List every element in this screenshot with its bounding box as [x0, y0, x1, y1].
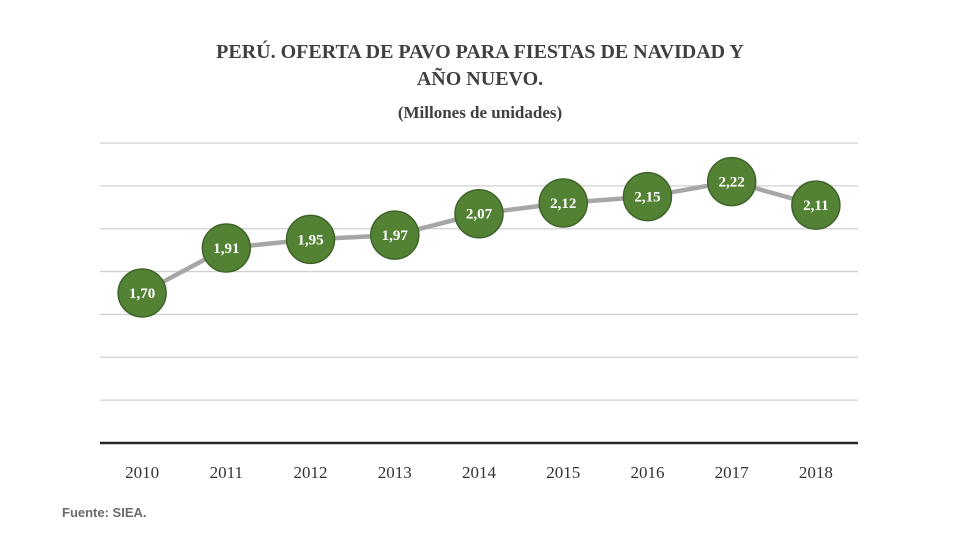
x-tick-label: 2016 [630, 463, 664, 482]
x-tick-label: 2014 [462, 463, 497, 482]
x-tick-label: 2017 [715, 463, 750, 482]
chart-subtitle: (Millones de unidades) [398, 103, 562, 122]
data-point-marker [454, 188, 504, 239]
data-point-marker [370, 210, 420, 260]
data-label: 2,12 [550, 196, 576, 212]
data-label: 2,22 [719, 175, 745, 191]
data-label: 1,95 [297, 232, 323, 248]
data-point-marker [791, 180, 841, 230]
data-label: 1,97 [382, 228, 409, 244]
data-label: 1,70 [129, 286, 155, 302]
data-label: 2,11 [803, 198, 828, 214]
x-tick-labels: 2010 2011 2012 2013 2014 2015 2016 2017 2018 [125, 463, 833, 482]
data-point-marker [201, 223, 252, 273]
data-point-marker [622, 171, 673, 222]
source-note: Fuente: SIEA. [62, 505, 147, 520]
data-label: 1,91 [213, 241, 239, 257]
data-points: 1,70 1,91 1,95 1,97 2,07 2,12 2,15 2,22 2,11 [117, 156, 841, 318]
data-point-marker [706, 156, 757, 207]
x-tick-label: 2018 [799, 463, 833, 482]
chart-title-line2: AÑO NUEVO. [417, 67, 543, 90]
x-tick-label: 2013 [378, 463, 412, 482]
data-point-marker [538, 178, 588, 228]
x-tick-label: 2011 [210, 463, 243, 482]
data-label: 2,15 [634, 190, 660, 206]
x-tick-label: 2012 [294, 463, 328, 482]
x-tick-label: 2015 [546, 463, 580, 482]
data-point-marker [285, 214, 336, 265]
data-point-marker [117, 268, 167, 318]
chart-title-line1: PERÚ. OFERTA DE PAVO PARA FIESTAS DE NAV… [216, 39, 744, 63]
data-label: 2,07 [466, 207, 493, 223]
x-tick-label: 2010 [125, 463, 159, 482]
